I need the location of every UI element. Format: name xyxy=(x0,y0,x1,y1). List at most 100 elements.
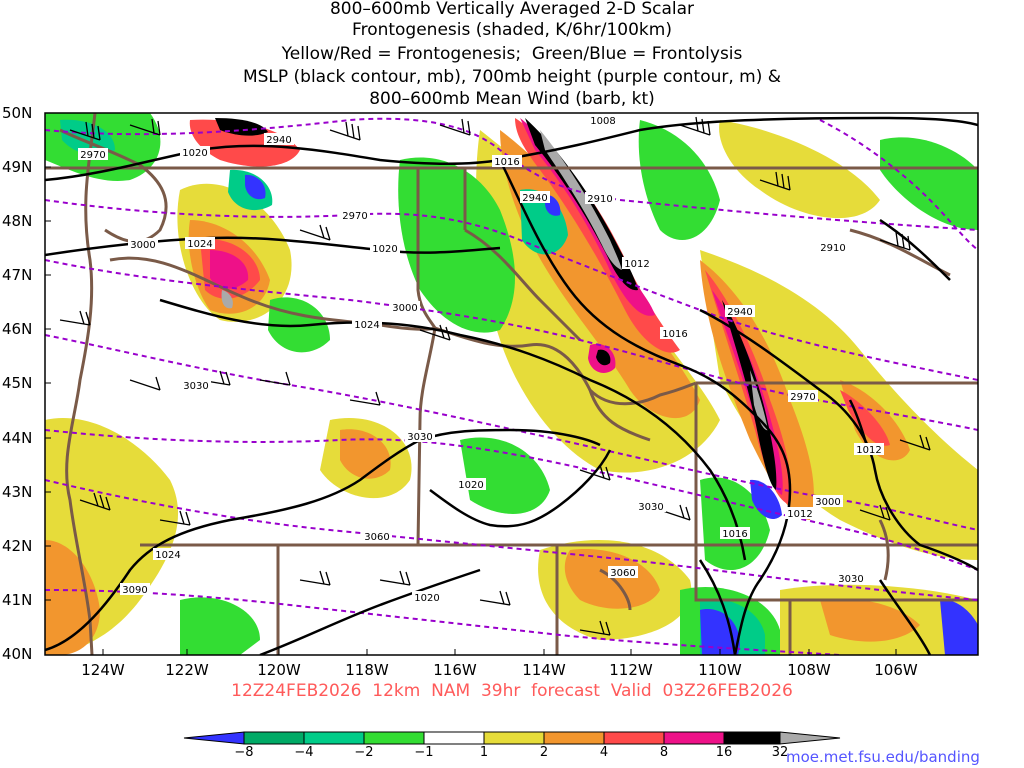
lon-label-108w: 108W xyxy=(787,661,831,679)
source-url[interactable]: moe.met.fsu.edu/banding xyxy=(786,748,980,766)
fl-green-area xyxy=(398,157,515,333)
mslp-label: 1020 xyxy=(182,148,207,159)
lon-label-114w: 114W xyxy=(522,661,566,679)
fl-green-area xyxy=(638,120,720,240)
lat-label-48n: 48N xyxy=(2,212,33,230)
contour-labels: 1008 1020 1016 1024 1020 1024 1016 1012 … xyxy=(78,114,884,604)
colorbar-tick: 8 xyxy=(659,745,669,760)
mslp-label: 1016 xyxy=(662,329,687,340)
mslp-label: 1012 xyxy=(787,509,812,520)
colorbar-cell xyxy=(663,731,725,745)
fg-black-core xyxy=(596,349,611,366)
height-label: 3030 xyxy=(638,502,663,513)
fl-green-area xyxy=(180,597,260,655)
colorbar-cell xyxy=(603,731,665,745)
lon-label-106w: 106W xyxy=(874,661,918,679)
height-label: 3000 xyxy=(815,497,840,508)
mslp-label: 1012 xyxy=(624,259,649,270)
mslp-label: 1024 xyxy=(354,320,379,331)
height-label: 2940 xyxy=(522,193,547,204)
colorbar-cell xyxy=(723,731,781,745)
lat-label-50n: 50N xyxy=(2,104,33,122)
colorbar-tick: 32 xyxy=(771,745,789,760)
height-label: 3060 xyxy=(364,532,389,543)
map-frame xyxy=(44,112,979,656)
lon-label-124w: 124W xyxy=(81,661,125,679)
lat-label-43n: 43N xyxy=(2,483,33,501)
mslp-label: 1020 xyxy=(372,244,397,255)
axis-ticks xyxy=(45,112,897,656)
height-label: 2970 xyxy=(790,392,815,403)
lat-label-41n: 41N xyxy=(2,591,33,609)
fg-grey-extreme xyxy=(750,370,768,431)
height-contours-700mb xyxy=(45,117,978,655)
fl-blue-area xyxy=(940,599,978,655)
lat-label-46n: 46N xyxy=(2,320,33,338)
lat-label-47n: 47N xyxy=(2,266,33,284)
height-label: 2910 xyxy=(587,194,612,205)
colorbar-cell xyxy=(243,731,305,745)
lon-label-118w: 118W xyxy=(345,661,389,679)
lat-label-49n: 49N xyxy=(2,158,33,176)
lon-label-122w: 122W xyxy=(165,661,209,679)
title-line-2: Frontogenesis (shaded, K/6hr/100km) xyxy=(352,20,672,40)
height-label: 3030 xyxy=(838,574,863,585)
title-line-5: 800–600mb Mean Wind (barb, kt) xyxy=(369,89,655,109)
colorbar-cell xyxy=(483,731,545,745)
lon-label-116w: 116W xyxy=(433,661,477,679)
colorbar-tick: −1 xyxy=(414,745,434,760)
colorbar-cell xyxy=(779,731,841,745)
colorbar-tick: 1 xyxy=(479,745,489,760)
lat-label-45n: 45N xyxy=(2,374,33,392)
colorbar-tick: 16 xyxy=(715,745,733,760)
mslp-label: 1024 xyxy=(187,239,212,250)
fg-orange-area xyxy=(45,540,100,655)
fl-blue-area xyxy=(245,174,266,200)
height-label: 2940 xyxy=(727,307,752,318)
lon-label-110w: 110W xyxy=(698,661,742,679)
colorbar-cell xyxy=(543,731,605,745)
mslp-label: 1008 xyxy=(590,116,615,127)
colorbar-cell xyxy=(303,731,365,745)
height-label: 3030 xyxy=(183,381,208,392)
colorbar-cell xyxy=(363,731,425,745)
colorbar-tick: −4 xyxy=(294,745,314,760)
fl-blue-area xyxy=(700,609,740,655)
mslp-label: 1016 xyxy=(494,157,519,168)
fg-orange-area xyxy=(820,598,920,642)
title-line-1: 800–600mb Vertically Averaged 2-D Scalar xyxy=(329,0,695,19)
height-label: 3000 xyxy=(130,240,155,251)
fg-magenta-area xyxy=(210,250,249,289)
colorbar-tick: 4 xyxy=(599,745,609,760)
forecast-valid-time: 12Z24FEB2026 12km NAM 39hr forecast Vali… xyxy=(231,681,793,701)
title-line-3: Yellow/Red = Frontogenesis; Green/Blue =… xyxy=(281,44,743,64)
colorbar-tick: 2 xyxy=(539,745,549,760)
lon-label-112w: 112W xyxy=(609,661,653,679)
wind-barbs xyxy=(59,116,931,636)
height-label: 3090 xyxy=(122,585,147,596)
height-label: 3000 xyxy=(392,303,417,314)
height-label: 2910 xyxy=(820,243,845,254)
height-label: 3030 xyxy=(407,432,432,443)
lat-label-44n: 44N xyxy=(2,429,33,447)
height-label: 2970 xyxy=(342,211,367,222)
fg-black-core xyxy=(722,300,777,490)
state-borders xyxy=(45,113,978,655)
colorbar xyxy=(183,731,841,745)
colorbar-tick: −8 xyxy=(234,745,254,760)
fg-grey-extreme xyxy=(221,290,233,309)
title-line-4: MSLP (black contour, mb), 700mb height (… xyxy=(242,67,782,87)
lat-label-42n: 42N xyxy=(2,537,33,555)
fg-grey-extreme xyxy=(540,130,622,270)
mslp-label: 1016 xyxy=(722,529,747,540)
lat-label-40n: 40N xyxy=(2,645,33,663)
height-label: 3060 xyxy=(610,568,635,579)
colorbar-cell xyxy=(183,731,245,745)
colorbar-cell xyxy=(423,731,485,745)
height-label: 2970 xyxy=(80,150,105,161)
mslp-label: 1024 xyxy=(155,550,180,561)
mslp-label: 1020 xyxy=(458,480,483,491)
mslp-label: 1012 xyxy=(856,445,881,456)
mslp-contours xyxy=(45,116,978,655)
